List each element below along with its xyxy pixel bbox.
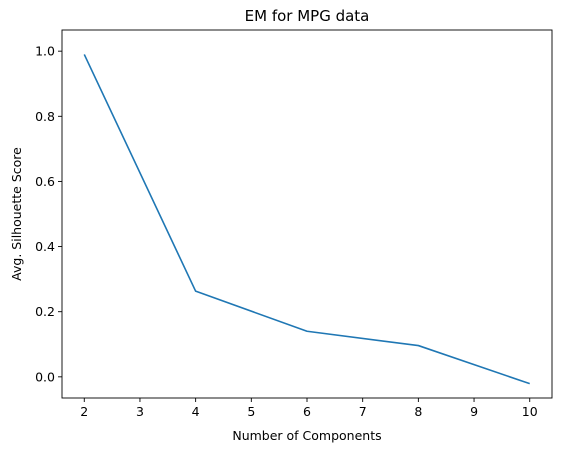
axes-frame — [61, 29, 553, 399]
x-tick-label: 6 — [303, 404, 311, 419]
y-tick-label: 0.8 — [35, 109, 55, 124]
series-layer — [83, 54, 530, 385]
series-line — [83, 54, 530, 385]
x-axis: 2 3 4 5 6 7 8 9 10 — [80, 398, 538, 419]
x-tick-label: 4 — [192, 404, 200, 419]
x-tick-label: 9 — [470, 404, 478, 419]
y-tick-label: 0.6 — [35, 174, 55, 189]
y-axis: 0.0 0.2 0.4 0.6 0.8 1.0 — [35, 44, 62, 384]
y-tick-label: 0.2 — [35, 304, 55, 319]
x-tick-label: 8 — [414, 404, 422, 419]
y-tick-label: 1.0 — [35, 44, 55, 59]
y-tick-label: 0.4 — [35, 239, 55, 254]
x-tick-label: 5 — [247, 404, 255, 419]
x-tick-label: 3 — [136, 404, 144, 419]
y-tick-label: 0.0 — [35, 369, 55, 384]
x-tick-label: 10 — [522, 404, 538, 419]
x-tick-label: 2 — [80, 404, 88, 419]
x-tick-label: 7 — [359, 404, 367, 419]
x-axis-title: Number of Components — [232, 428, 381, 443]
y-axis-title: Avg. Silhouette Score — [9, 147, 24, 281]
chart-title: EM for MPG data — [245, 7, 370, 25]
